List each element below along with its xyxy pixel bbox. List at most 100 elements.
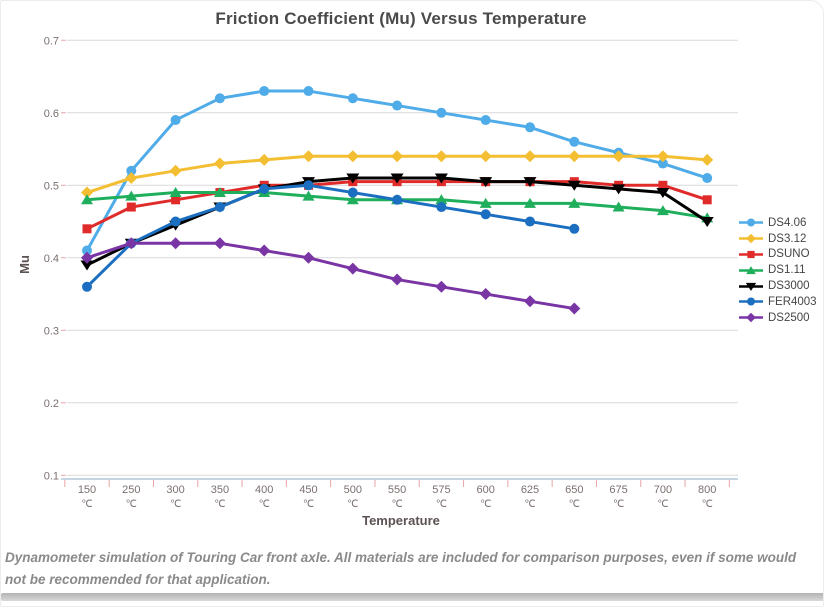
data-point[interactable] (747, 218, 755, 227)
data-point[interactable] (213, 237, 226, 250)
data-point[interactable] (436, 107, 447, 118)
data-point[interactable] (746, 233, 756, 244)
data-point[interactable] (746, 265, 756, 274)
data-point[interactable] (523, 177, 537, 188)
data-point[interactable] (81, 251, 93, 264)
data-point[interactable] (435, 150, 448, 163)
data-point[interactable] (568, 302, 581, 315)
data-point[interactable] (170, 115, 181, 126)
data-point[interactable] (303, 180, 314, 191)
data-point[interactable] (169, 187, 182, 198)
data-point[interactable] (80, 260, 94, 271)
data-point[interactable] (391, 273, 404, 286)
data-point[interactable] (126, 202, 136, 212)
data-point[interactable] (213, 187, 226, 198)
data-point[interactable] (213, 157, 226, 170)
data-point[interactable] (657, 158, 668, 169)
data-point[interactable] (480, 115, 491, 126)
data-point[interactable] (82, 281, 92, 292)
legend-item-DS2500[interactable]: DS2500 (737, 310, 817, 326)
data-point[interactable] (303, 86, 314, 97)
data-point[interactable] (745, 282, 757, 291)
data-point[interactable] (391, 150, 404, 163)
data-point[interactable] (524, 197, 536, 208)
data-point[interactable] (434, 173, 448, 184)
data-point[interactable] (612, 184, 626, 195)
data-point[interactable] (524, 150, 536, 163)
data-point[interactable] (658, 180, 668, 190)
x-tick-label: 650 (565, 484, 583, 496)
data-point[interactable] (81, 194, 93, 205)
data-point[interactable] (747, 250, 755, 259)
data-point[interactable] (436, 202, 447, 213)
data-point[interactable] (82, 224, 92, 234)
data-point[interactable] (302, 251, 315, 264)
legend-marker-icon (739, 265, 763, 274)
data-point[interactable] (702, 195, 712, 205)
data-point[interactable] (302, 150, 315, 163)
data-point[interactable] (479, 288, 492, 301)
data-point[interactable] (524, 295, 536, 308)
legend-item-DS3.12[interactable]: DS3.12 (737, 231, 817, 247)
data-point[interactable] (346, 194, 359, 205)
data-point[interactable] (656, 188, 670, 199)
data-point[interactable] (435, 194, 448, 205)
data-point[interactable] (258, 244, 271, 257)
data-point[interactable] (392, 194, 403, 205)
data-point[interactable] (479, 197, 492, 208)
data-point[interactable] (568, 197, 581, 208)
legend-label: DS2500 (768, 311, 810, 324)
data-point[interactable] (125, 237, 138, 250)
legend-item-DS3000[interactable]: DS3000 (737, 278, 817, 294)
data-point[interactable] (214, 93, 225, 104)
data-point[interactable] (569, 223, 580, 234)
data-point[interactable] (259, 86, 270, 97)
data-point[interactable] (126, 165, 137, 176)
y-tick-label: 0.5 (44, 180, 59, 192)
data-point[interactable] (480, 209, 491, 220)
data-point[interactable] (525, 122, 535, 133)
data-point[interactable] (346, 150, 359, 163)
data-point[interactable] (259, 183, 270, 194)
data-point[interactable] (700, 217, 714, 228)
data-point[interactable] (612, 150, 625, 163)
data-point[interactable] (81, 186, 93, 199)
data-point[interactable] (568, 150, 581, 163)
data-point[interactable] (746, 312, 756, 323)
data-point[interactable] (702, 173, 713, 184)
data-point[interactable] (258, 153, 271, 166)
legend-item-FER4003[interactable]: FER4003 (737, 294, 817, 310)
data-point[interactable] (170, 216, 181, 227)
data-point[interactable] (612, 201, 625, 212)
data-point[interactable] (169, 164, 182, 177)
data-point[interactable] (214, 202, 225, 213)
data-point[interactable] (302, 190, 315, 201)
data-point[interactable] (701, 153, 714, 166)
data-point[interactable] (347, 93, 358, 104)
data-point[interactable] (347, 187, 358, 198)
horizontal-scrollbar[interactable] (1, 593, 823, 601)
x-tick-label: 800 (698, 484, 716, 496)
data-point[interactable] (346, 262, 359, 275)
data-point[interactable] (479, 150, 492, 163)
data-point[interactable] (82, 245, 92, 256)
legend-item-DS1.11[interactable]: DS1.11 (737, 262, 817, 278)
data-point[interactable] (390, 173, 404, 184)
series-FER4003 (82, 180, 580, 292)
data-point[interactable] (169, 237, 182, 250)
data-point[interactable] (525, 216, 535, 227)
data-point[interactable] (569, 136, 580, 147)
data-point[interactable] (171, 195, 181, 205)
legend-item-DSUNO[interactable]: DSUNO (737, 247, 817, 263)
data-point[interactable] (656, 205, 669, 216)
data-point[interactable] (125, 172, 138, 185)
data-point[interactable] (125, 190, 138, 201)
data-point[interactable] (747, 297, 755, 306)
legend-item-DS4.06[interactable]: DS4.06 (737, 215, 817, 231)
data-point[interactable] (479, 177, 493, 188)
data-point[interactable] (346, 173, 360, 184)
data-point[interactable] (656, 150, 669, 163)
data-point[interactable] (435, 280, 448, 293)
data-point[interactable] (567, 180, 581, 191)
data-point[interactable] (392, 100, 403, 111)
